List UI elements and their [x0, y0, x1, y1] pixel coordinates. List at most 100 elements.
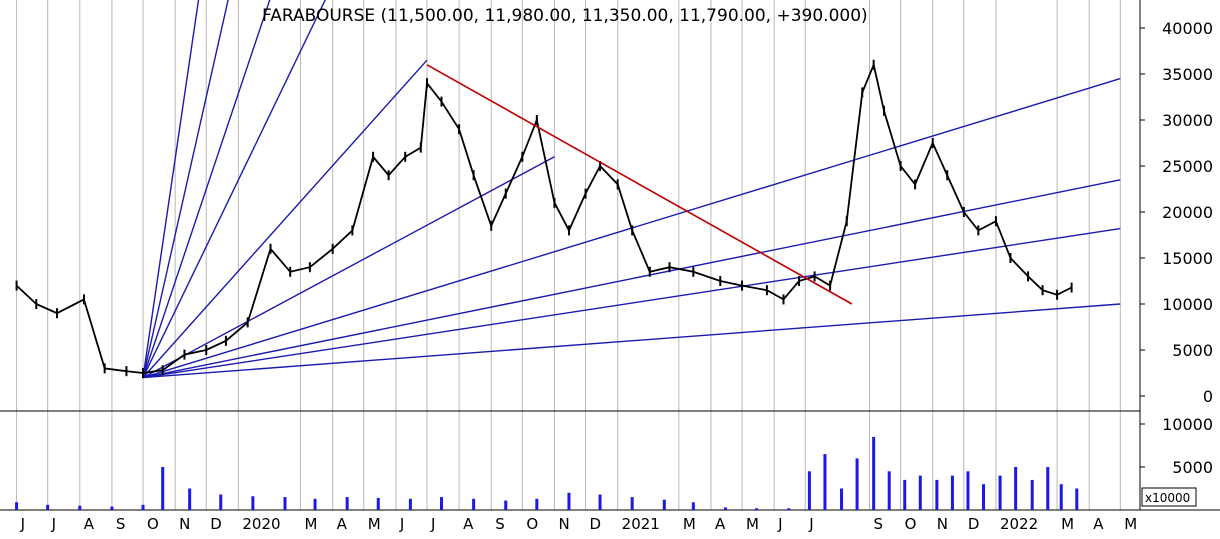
trend-line [426, 64, 853, 305]
x-tick-label: O [905, 515, 917, 533]
volume-unit-box [1141, 487, 1197, 507]
volume-bar [1075, 488, 1079, 510]
fan-line [142, 0, 326, 378]
volume-bar [903, 479, 907, 510]
volume-bar [78, 505, 82, 510]
x-tick-label: O [526, 515, 538, 533]
price-y-tick-label: 10000 [1162, 295, 1213, 314]
price-y-tick-label: 25000 [1162, 157, 1213, 176]
volume-bar [998, 475, 1002, 510]
volume-y-tick-label: 5000 [1172, 458, 1213, 477]
fan-line [142, 0, 271, 378]
volume-bar [46, 504, 50, 510]
x-tick-label: A [715, 515, 726, 533]
volume-bar [887, 471, 891, 510]
x-tick-label: 2021 [622, 515, 660, 533]
price-y-tick-label: 5000 [1172, 341, 1213, 360]
volume-bar [504, 500, 508, 510]
volume-bar [1014, 467, 1018, 510]
x-tick-label: 2022 [1000, 515, 1038, 533]
x-tick-label: S [116, 515, 126, 533]
volume-bar [535, 498, 539, 510]
volume-bar [807, 471, 811, 510]
volume-bar [313, 498, 317, 510]
volume-bar [982, 484, 986, 510]
price-y-tick-label: 15000 [1162, 249, 1213, 268]
x-tick-label: N [179, 515, 190, 533]
x-tick-label: M [1061, 515, 1074, 533]
volume-bar [219, 494, 223, 510]
volume-bar [376, 497, 380, 510]
volume-bar [855, 458, 859, 510]
x-tick-label: J [51, 515, 56, 533]
volume-bar [918, 475, 922, 510]
fan-line [142, 0, 200, 378]
plot-background [0, 0, 1141, 511]
volume-bar [283, 497, 287, 510]
volume-bar [15, 502, 19, 510]
volume-bar [439, 497, 443, 510]
price-y-tick-label: 30000 [1162, 111, 1213, 130]
fan-line [142, 59, 428, 379]
x-tick-label: O [147, 515, 159, 533]
x-tick-label: A [337, 515, 348, 533]
volume-bar [723, 507, 727, 510]
x-tick-label: N [937, 515, 948, 533]
volume-bar [472, 498, 476, 510]
volume-bar [662, 499, 666, 510]
x-tick-label: A [84, 515, 95, 533]
volume-bar [598, 494, 602, 510]
volume-bar [567, 492, 571, 510]
x-tick-label: J [777, 515, 782, 533]
x-tick-label: D [968, 515, 980, 533]
fan-line [142, 156, 555, 379]
volume-bar [755, 508, 759, 510]
price-y-tick-label: 0 [1203, 387, 1213, 406]
fan-line [142, 303, 1121, 379]
x-tick-label: J [20, 515, 25, 533]
volume-bar [872, 436, 876, 510]
volume-bar [787, 508, 791, 510]
volume-bar [1059, 484, 1063, 510]
x-tick-label: M [1124, 515, 1137, 533]
volume-bar [110, 506, 114, 510]
fan-line [142, 227, 1121, 379]
volume-y-tick-label: 10000 [1162, 415, 1213, 434]
x-tick-label: A [463, 515, 474, 533]
volume-bar [1030, 479, 1034, 510]
volume-bar [345, 497, 349, 510]
volume-unit-label: x10000 [1145, 491, 1190, 505]
price-y-tick-label: 20000 [1162, 203, 1213, 222]
volume-bar [251, 496, 255, 510]
fan-line [142, 179, 1121, 379]
x-tick-label: M [368, 515, 381, 533]
volume-bar [823, 454, 827, 510]
volume-bar [840, 488, 844, 510]
chart-title: FARABOURSE (11,500.00, 11,980.00, 11,350… [262, 6, 868, 26]
x-tick-label: S [874, 515, 884, 533]
volume-bar [691, 502, 695, 510]
price-y-tick-label: 35000 [1162, 65, 1213, 84]
volume-bar [141, 504, 145, 510]
x-tick-label: J [430, 515, 435, 533]
fan-line [142, 0, 229, 378]
x-tick-label: S [495, 515, 505, 533]
x-tick-label: A [1093, 515, 1104, 533]
volume-bar [966, 471, 970, 510]
volume-bar [408, 498, 412, 510]
x-tick-label: 2020 [242, 515, 280, 533]
x-tick-label: M [746, 515, 759, 533]
x-tick-label: D [210, 515, 222, 533]
volume-bar [161, 467, 165, 510]
price-y-tick-label: 40000 [1162, 19, 1213, 38]
volume-bar [188, 488, 192, 510]
x-tick-label: M [305, 515, 318, 533]
x-tick-label: M [683, 515, 696, 533]
x-tick-label: J [808, 515, 813, 533]
x-tick-label: J [399, 515, 404, 533]
volume-bar [950, 475, 954, 510]
volume-bar [1046, 467, 1050, 510]
x-tick-label: D [590, 515, 602, 533]
